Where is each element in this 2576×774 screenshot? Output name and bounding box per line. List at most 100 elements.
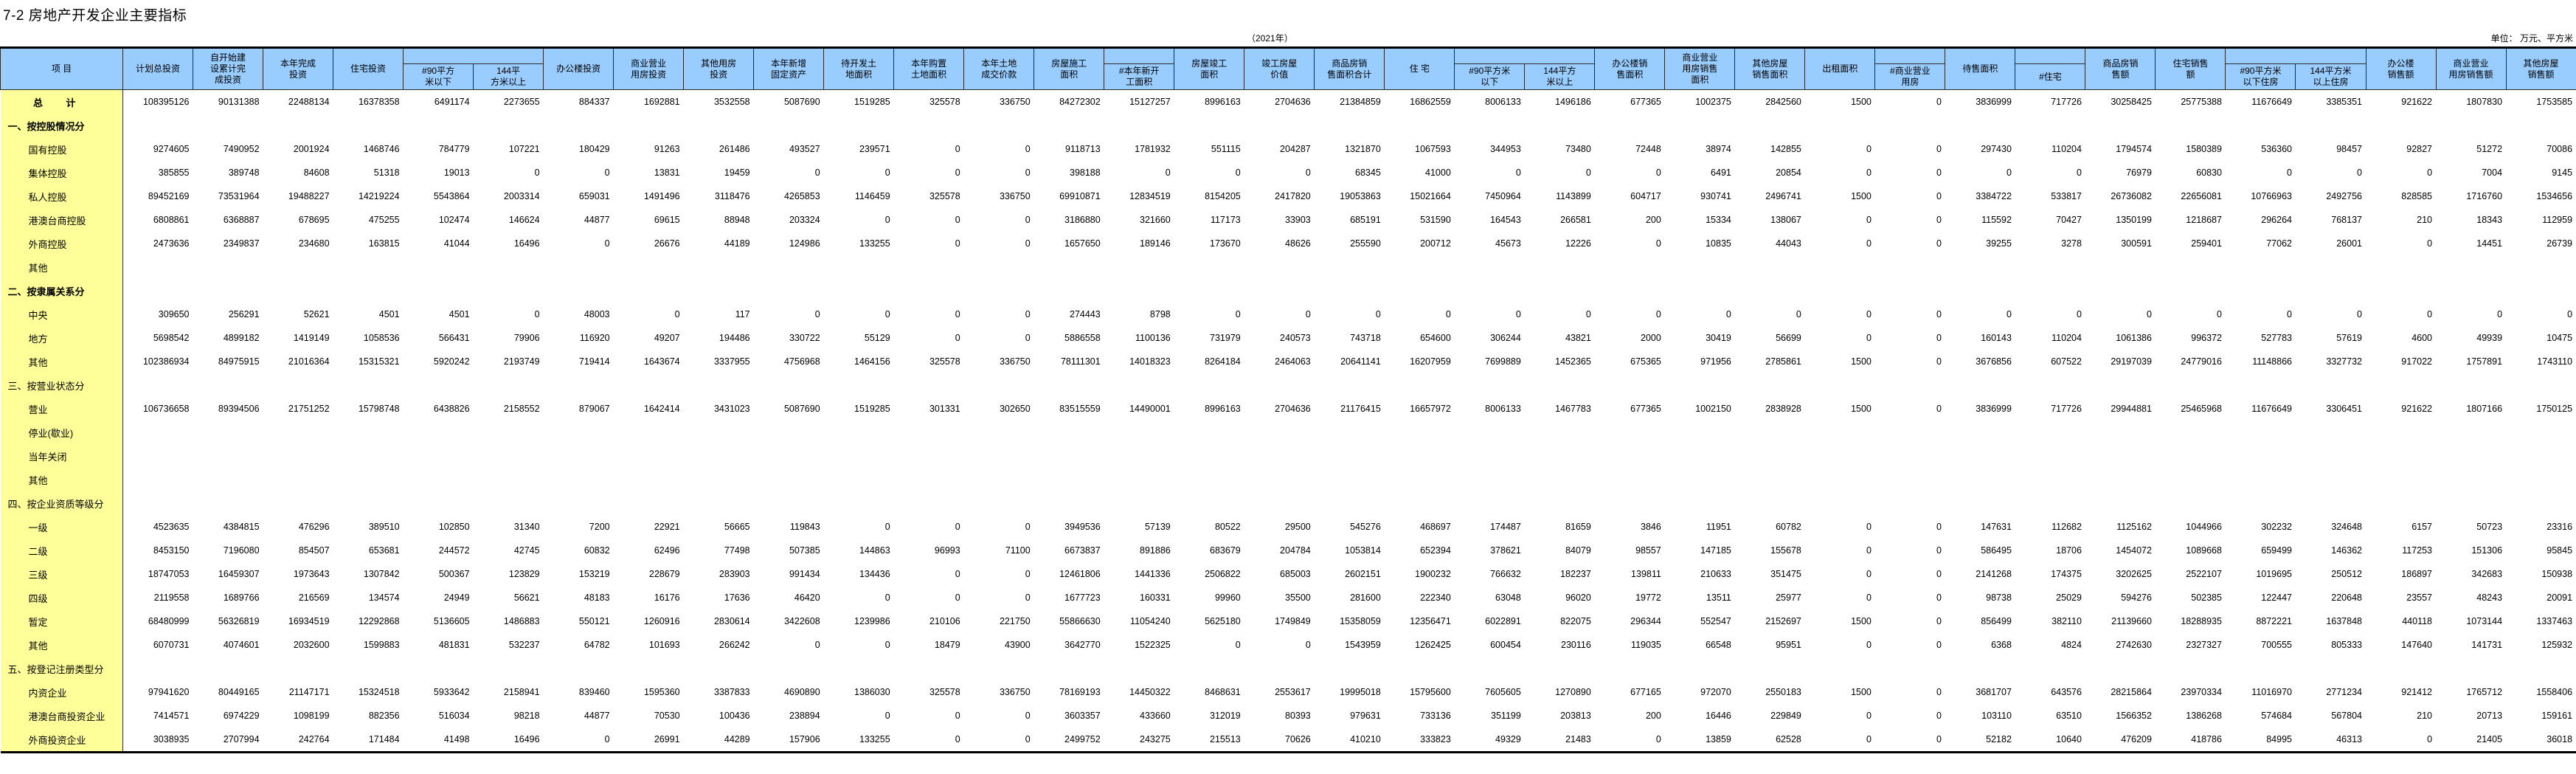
table-cell: 0 — [955, 238, 960, 249]
table-cell: 112959 — [2542, 215, 2573, 225]
table-cell: 0 — [2497, 309, 2503, 319]
table-cell: 0 — [2427, 309, 2433, 319]
table-cell: 31340 — [513, 522, 540, 532]
table-row: 其他 — [0, 255, 2576, 279]
table-cell: 433660 — [1140, 711, 1171, 721]
table-cell: 14018323 — [1129, 356, 1171, 367]
table-cell: 44877 — [584, 711, 610, 721]
table-cell: 49329 — [1495, 734, 1521, 744]
table-cell — [2506, 114, 2576, 137]
table-cell — [2436, 491, 2506, 515]
table-cell: 768137 — [2331, 215, 2362, 225]
table-cell — [1665, 255, 1735, 279]
table-cell — [2226, 657, 2296, 680]
table-cell: 297430 — [1981, 144, 2012, 154]
table-cell: 0 — [1866, 333, 1872, 343]
table-cell — [2366, 255, 2436, 279]
table-cell: 5698542 — [153, 333, 190, 343]
table-cell: 78111301 — [1060, 356, 1101, 367]
table-cell: 116920 — [579, 333, 610, 343]
table-cell — [754, 468, 824, 491]
table-cell: 147640 — [2401, 640, 2433, 650]
row-label: 中央 — [0, 303, 123, 326]
row-label: 国有控股 — [0, 137, 123, 161]
table-cell: 44877 — [584, 215, 610, 225]
row-label: 二、按隶属关系分 — [0, 279, 123, 303]
header-group-bar — [2225, 47, 2366, 64]
table-cell: 204784 — [1280, 545, 1311, 556]
table-cell: 12226 — [1565, 238, 1591, 249]
table-cell: 1496186 — [1555, 97, 1591, 107]
table-cell — [684, 491, 754, 515]
table-cell: 6157 — [2411, 522, 2433, 532]
table-cell: 0 — [2287, 309, 2292, 319]
table-cell: 600454 — [1490, 640, 1521, 650]
header-col-17: 商品房销 售面积合计 — [1314, 47, 1385, 90]
table-cell — [2226, 114, 2296, 137]
table-cell — [2366, 657, 2436, 680]
table-cell — [1805, 491, 1875, 515]
table-cell: 330722 — [789, 333, 820, 343]
row-label: 其他 — [0, 255, 123, 279]
table-cell: 685191 — [1350, 215, 1381, 225]
table-row: 二、按隶属关系分 — [0, 279, 2576, 303]
header-col-10: 待开发土 地面积 — [823, 47, 895, 90]
table-cell — [544, 114, 614, 137]
table-cell: 389748 — [228, 167, 260, 178]
table-cell: 3337955 — [713, 356, 750, 367]
table-cell: 15798748 — [358, 404, 400, 414]
table-cell: 677365 — [1630, 97, 1661, 107]
table-cell — [1034, 279, 1104, 303]
table-cell — [1665, 373, 1735, 397]
table-cell: 255590 — [1350, 238, 1381, 249]
table-cell: 0 — [1235, 167, 1241, 178]
table-cell — [2226, 279, 2296, 303]
table-cell — [2015, 255, 2085, 279]
table-cell: 302232 — [2261, 522, 2292, 532]
table-cell: 119035 — [1631, 640, 1661, 650]
table-cell: 0 — [2427, 238, 2433, 249]
table-cell: 0 — [1025, 711, 1031, 721]
table-cell: 19013 — [443, 167, 470, 178]
table-cell — [1735, 444, 1805, 468]
table-cell: 274443 — [1070, 309, 1101, 319]
table-cell — [123, 279, 193, 303]
table-cell: 586495 — [1981, 545, 2012, 556]
table-cell: 63048 — [1495, 592, 1521, 603]
table-cell — [964, 255, 1034, 279]
table-cell: 930741 — [1700, 191, 1731, 201]
table-cell: 155678 — [1770, 545, 1801, 556]
table-cell — [1385, 421, 1455, 444]
table-cell: 1337463 — [2536, 616, 2573, 626]
table-cell: 38974 — [1706, 144, 1731, 154]
table-cell — [544, 491, 614, 515]
table-cell — [544, 279, 614, 303]
table-cell: 35500 — [1285, 592, 1311, 603]
table-cell: 351475 — [1770, 569, 1801, 579]
table-cell — [894, 373, 964, 397]
table-cell: 16459307 — [218, 569, 260, 579]
table-row: 港澳台商控股 6808861 6368887 678695 475255 102474 14… — [0, 208, 2576, 232]
table-cell: 134436 — [859, 569, 890, 579]
table-cell: 0 — [1936, 309, 1942, 319]
table-cell — [684, 114, 754, 137]
table-cell — [333, 421, 404, 444]
table-cell: 532237 — [508, 640, 540, 650]
table-cell: 550121 — [578, 616, 610, 626]
table-cell — [2296, 657, 2366, 680]
table-cell: 6438826 — [433, 404, 470, 414]
table-cell — [684, 421, 754, 444]
table-cell: 1973643 — [293, 569, 330, 579]
table-cell: 604717 — [1630, 191, 1661, 201]
table-cell — [1174, 444, 1244, 468]
table-cell: 234680 — [298, 238, 330, 249]
table-cell: 48243 — [2476, 592, 2503, 603]
table-cell: 110204 — [2052, 144, 2082, 154]
table-cell: 16496 — [513, 238, 540, 249]
table-cell: 342683 — [2471, 569, 2503, 579]
table-cell: 92827 — [2406, 144, 2433, 154]
table-cell: 2771234 — [2326, 687, 2362, 697]
table-cell: 0 — [1655, 309, 1661, 319]
table-cell — [2436, 255, 2506, 279]
table-cell: 2001924 — [293, 144, 330, 154]
